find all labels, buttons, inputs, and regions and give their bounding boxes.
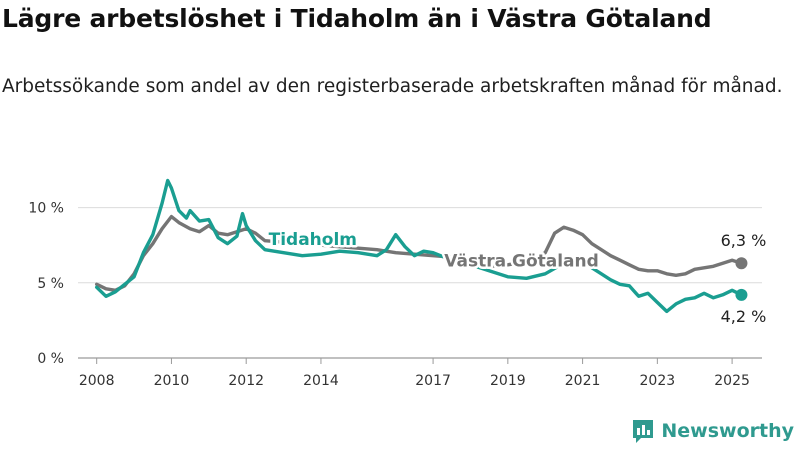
newsworthy-logo: Newsworthy	[631, 418, 794, 444]
chart-title: Lägre arbetslöshet i Tidaholm än i Västr…	[2, 4, 712, 33]
brand-name: Newsworthy	[661, 420, 794, 442]
y-tick-label: 10 %	[28, 201, 64, 217]
chart-subtitle: Arbetssökande som andel av den registerb…	[2, 76, 783, 97]
series-line-vastra-gotaland	[94, 214, 744, 292]
newsworthy-logo-icon	[633, 420, 654, 443]
y-tick-label: 5 %	[37, 276, 64, 292]
end-point-vastra-gotaland	[735, 257, 748, 270]
x-tick-label: 2019	[490, 373, 526, 389]
x-tick-label: 2017	[415, 373, 451, 389]
x-tick-label: 2010	[154, 373, 190, 389]
end-value-label-vastra-gotaland: 6,3 %	[721, 231, 767, 250]
x-tick-label: 2008	[79, 373, 115, 389]
x-tick-label: 2021	[565, 373, 601, 389]
x-tick-label: 2012	[228, 373, 264, 389]
x-tick-label: 2023	[640, 373, 676, 389]
x-tick-label: 2025	[714, 373, 750, 389]
end-point-tidaholm	[735, 288, 748, 301]
y-tick-label: 0 %	[37, 351, 64, 367]
series-label-vastra-gotaland: Västra Götaland	[444, 251, 599, 271]
series-label-tidaholm: Tidaholm	[269, 230, 357, 250]
x-tick-label: 2014	[303, 373, 339, 389]
series-line-tidaholm	[94, 178, 744, 314]
end-value-label-tidaholm: 4,2 %	[721, 307, 767, 326]
